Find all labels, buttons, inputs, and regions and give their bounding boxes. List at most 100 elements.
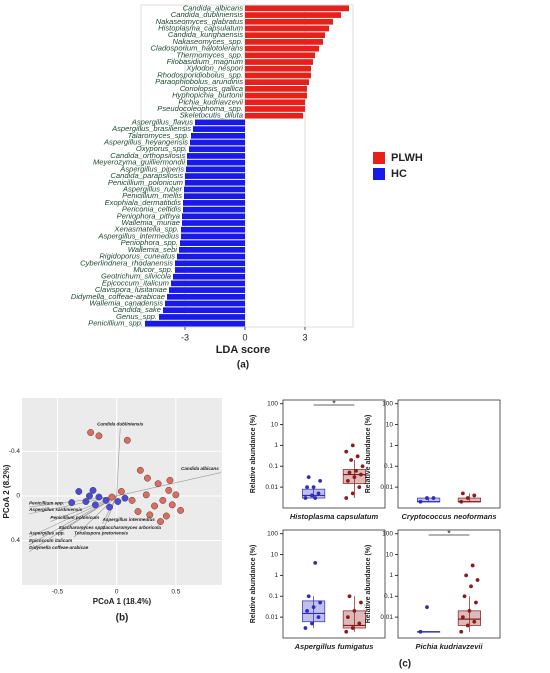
y-tick-label: 0.1 (384, 593, 393, 600)
category-label: Peniophora_pithya (117, 211, 180, 220)
point (318, 600, 323, 605)
y-axis-label: Relative abundance (%) (250, 415, 257, 494)
y-tick-label: 0.01 (380, 614, 393, 621)
category-label: Aspergillus_piperis (119, 164, 184, 173)
point (146, 511, 154, 519)
category-label: Coriolopsis_gallica (180, 84, 243, 93)
point (311, 485, 316, 490)
point (470, 563, 475, 568)
category-label: Nakaseomyces_glabratus (156, 17, 244, 26)
point (177, 506, 185, 514)
category-label: Mucor_spp. (133, 265, 173, 274)
plot-background (140, 4, 354, 328)
category-label: Talaromyces_spp. (128, 131, 189, 140)
point (95, 493, 103, 501)
caption: (a) (237, 360, 249, 371)
bar (245, 72, 311, 79)
point (345, 478, 350, 483)
point (350, 626, 355, 630)
category-label: Didymella_coffeae-arabicae (71, 292, 165, 301)
bar (245, 112, 303, 119)
bar (185, 179, 245, 186)
y-tick-label: 0.4 (11, 537, 20, 544)
point (360, 464, 365, 469)
legend-swatch (373, 152, 385, 164)
bar (186, 166, 245, 173)
y-axis-label: Relative abundance (%) (365, 415, 372, 494)
point (87, 429, 95, 436)
loading-vector (73, 495, 117, 538)
y-tick-label: 1 (274, 572, 278, 579)
y-tick-label: 100 (382, 530, 393, 537)
point (475, 578, 480, 582)
bar (245, 79, 309, 85)
bar (163, 307, 245, 314)
bar (169, 287, 245, 293)
x-axis-label: Aspergillus fumigatus (294, 642, 374, 651)
point (354, 468, 358, 473)
y-tick-label: 0.01 (265, 614, 278, 621)
bar (245, 52, 315, 59)
category-label: Wallemia_muriae (121, 218, 180, 227)
bar (245, 92, 307, 99)
category-label: Wallemia_canadensis (89, 299, 163, 308)
point (82, 498, 90, 505)
point (91, 501, 99, 509)
x-axis-label: LDA score (216, 344, 271, 356)
category-label: Candida_orthopsilosis (110, 151, 185, 160)
y-tick-label: 10 (271, 551, 279, 558)
vector-label: Epicoccum italicum (29, 538, 72, 543)
y-tick-label: 0 (16, 493, 20, 500)
point (357, 621, 362, 626)
category-label: Aspergillus_flavus (131, 117, 193, 126)
vector-label: Torulaspora pretoriensis (74, 530, 128, 535)
point (305, 485, 309, 490)
y-axis-label: Relative abundance (%) (250, 545, 257, 624)
category-label: Epicoccum_italicum (102, 278, 169, 287)
plot-frame (397, 399, 501, 509)
plot-frame (397, 529, 501, 639)
category-label: Candida_parapsilosis (110, 171, 183, 180)
point (310, 493, 314, 498)
point (143, 474, 151, 482)
bar (175, 267, 245, 273)
point (425, 496, 429, 500)
bar (187, 159, 245, 166)
bar (185, 173, 245, 179)
category-label: Candida_albicans (183, 3, 244, 12)
point (352, 475, 357, 480)
category-label: Candida_kurighaensis (168, 30, 243, 39)
bar (193, 126, 245, 132)
point (352, 608, 357, 613)
bar (245, 59, 313, 65)
y-tick-label: 100 (267, 400, 278, 407)
bar (182, 220, 245, 226)
category-label: Cladosporium_halotolerans (151, 44, 244, 53)
point (318, 478, 323, 483)
bar (245, 39, 323, 45)
point (134, 508, 142, 515)
x-tick-label: 0 (115, 589, 119, 596)
loading-vector (28, 495, 117, 546)
y-tick-label: 0.01 (380, 484, 393, 491)
point (117, 488, 125, 495)
point (154, 480, 162, 488)
category-label: Aspergillus_heyangensis (103, 138, 188, 147)
bar (245, 25, 329, 32)
category-label: Genus_spp. (116, 312, 157, 321)
point (311, 605, 316, 610)
category-label: Periconia_celtidis (122, 205, 181, 214)
y-tick-label: 1 (274, 442, 278, 449)
point (165, 486, 173, 494)
point (355, 454, 360, 459)
vector-label: Aspergillus spp. (28, 530, 65, 535)
point (359, 472, 363, 477)
loading-vector (28, 495, 117, 552)
category-label: Aspergillus_intermedius (97, 231, 179, 240)
y-tick-label: 0.01 (265, 484, 278, 491)
category-label: Pseudocoleophoma_spp. (157, 104, 243, 113)
point (68, 499, 76, 507)
caption: (b) (116, 613, 129, 624)
y-tick-label: 1 (389, 442, 393, 449)
